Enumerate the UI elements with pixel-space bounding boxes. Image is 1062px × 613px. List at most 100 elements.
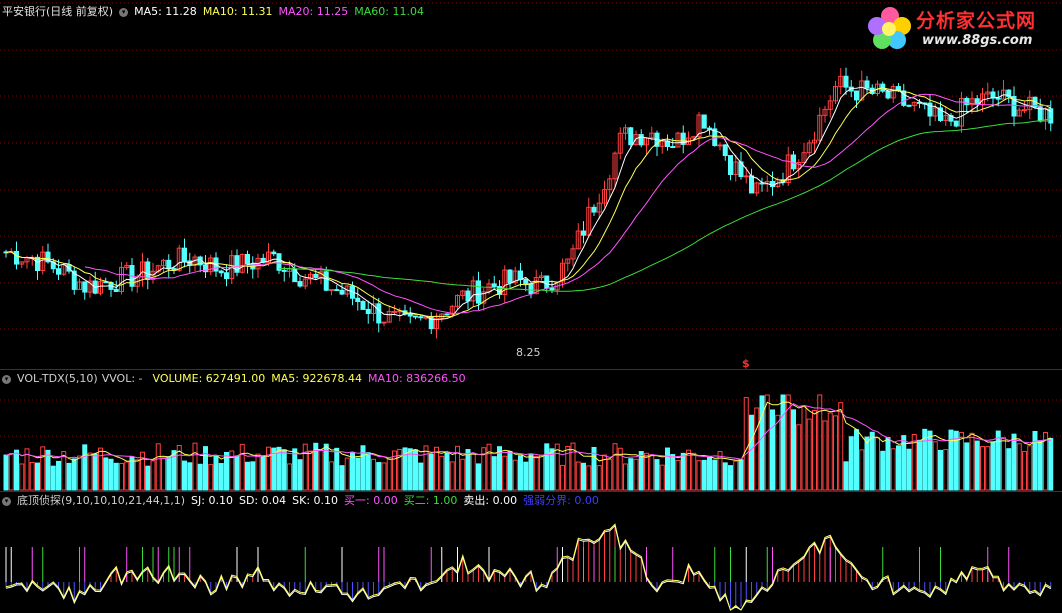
volume-bar (1006, 448, 1012, 491)
volume-bar (491, 456, 497, 491)
volume-ma10-line (5, 403, 1051, 461)
candle-body (1011, 96, 1017, 117)
candle-body (1006, 89, 1012, 98)
price-panel[interactable]: 平安银行(日线 前复权) ▾ MA5: 11.28 MA10: 11.31 MA20: … (0, 0, 1062, 370)
candle-body (113, 288, 119, 292)
candle-body (570, 248, 576, 260)
volume-bar (302, 443, 308, 491)
candle-body (1048, 108, 1054, 124)
volume-bar (859, 449, 865, 491)
volume-bar (271, 447, 277, 491)
candle-body (754, 182, 760, 194)
sell-value: 卖出: 0.00 (463, 494, 518, 507)
volume-bar (234, 455, 240, 491)
candle-body (476, 280, 481, 304)
volume-bar (329, 461, 334, 491)
volume-bar (161, 457, 166, 491)
settings-circle-icon[interactable]: ▾ (2, 374, 11, 384)
volume-bar (507, 450, 513, 491)
candle-body (959, 97, 964, 127)
volume-bar (644, 452, 649, 491)
volume-bar (974, 440, 980, 491)
settings-circle-icon[interactable]: ▾ (119, 7, 129, 17)
volume-bar (402, 447, 408, 491)
volume-bar (917, 439, 922, 491)
candle-body (785, 154, 791, 183)
volume-bar (780, 394, 786, 491)
volume-bar (665, 447, 670, 491)
candle-body (182, 247, 187, 262)
volume-bar (197, 463, 203, 491)
volume-bar (77, 455, 82, 491)
volume-bar (229, 450, 235, 491)
buy2-value: 买二: 1.00 (403, 494, 458, 507)
volume-bar (953, 430, 959, 491)
candle-body (35, 256, 40, 272)
volume-bar (544, 443, 550, 491)
volume-bar (8, 453, 14, 491)
volume-bar (812, 409, 817, 491)
volume-bar (822, 420, 828, 491)
candle-body (722, 144, 728, 157)
volume-bar (712, 459, 718, 491)
volume-bar (239, 443, 245, 491)
buy1-value: 买一: 0.00 (344, 494, 398, 507)
candle-body (833, 86, 838, 102)
volume-bar (250, 461, 256, 491)
volume-bar (570, 442, 576, 491)
candle-body (838, 75, 844, 88)
volume-bar (460, 458, 466, 491)
candle-body (560, 262, 565, 283)
volume-bar (187, 462, 193, 491)
candle-body (633, 134, 639, 146)
sk-line (5, 523, 1052, 611)
volume-bar (50, 465, 56, 491)
candle-body (854, 90, 859, 101)
volume-bar (854, 429, 859, 491)
volume-bar (612, 443, 618, 491)
volume-bar (990, 441, 996, 491)
candle-body (224, 272, 229, 280)
dollar-marker: $ (742, 357, 750, 370)
candle-body (749, 175, 754, 194)
ma5-value: MA5: 11.28 (134, 5, 197, 18)
volume-bar (313, 442, 319, 491)
volume-bar (386, 458, 392, 491)
vol-indicator-name: VOL-TDX(5,10) (17, 372, 98, 385)
candle-body (596, 202, 602, 213)
volume-bar (465, 449, 471, 491)
volume-bar (980, 446, 985, 491)
indicator-panel[interactable]: ▾ 底顶侦探(9,10,10,10,21,44,1,1) SJ: 0.10 SD: 0… (0, 492, 1062, 613)
volume-panel[interactable]: ▾ VOL-TDX(5,10) VVOL: - VOLUME: 627491.00 MA… (0, 370, 1062, 492)
volume-bar (71, 458, 77, 491)
volume-bar (413, 449, 418, 491)
logo-brand-text: 分析家公式网 (916, 10, 1037, 32)
volume-bar (696, 460, 702, 491)
volume-chart[interactable] (0, 370, 1062, 492)
volume-bar (701, 459, 707, 491)
volume-bar (434, 446, 439, 491)
volume-bar (208, 464, 214, 491)
volume-bar (1043, 432, 1048, 491)
volume-bar (518, 455, 523, 491)
volume-bar (885, 437, 891, 491)
volume-bar (791, 409, 796, 491)
volume-bar (428, 453, 434, 491)
candle-body (77, 281, 82, 290)
candle-body (901, 90, 907, 106)
candle-body (974, 98, 980, 105)
volume-bar (24, 448, 30, 491)
volume-bar (365, 452, 371, 491)
candlestick-chart[interactable] (0, 0, 1062, 370)
indicator-chart[interactable] (0, 492, 1062, 613)
volume-bar (407, 448, 413, 491)
volume-bar (927, 430, 933, 491)
candle-body (938, 107, 943, 121)
volume-bar (775, 414, 781, 491)
vvol-value: VVOL: - (101, 372, 143, 385)
candle-body (203, 264, 208, 273)
settings-circle-icon[interactable]: ▾ (2, 496, 11, 506)
chart-title: 平安银行(日线 前复权) (2, 5, 114, 18)
volume-bar (439, 455, 445, 491)
candle-body (45, 251, 51, 263)
